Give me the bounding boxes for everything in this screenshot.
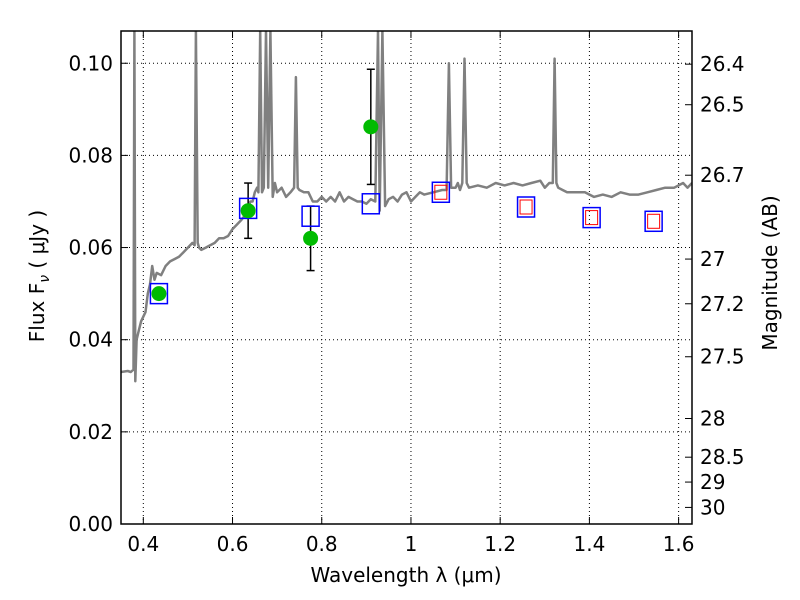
blue-square-marker [516,196,536,218]
y2-tick-label: 30 [700,495,725,519]
x-tick-label: 0.6 [217,532,249,556]
x-tick-label: 1.2 [484,532,516,556]
y-tick-label: 0.10 [68,51,113,75]
grid [121,31,692,525]
green-point-marker [303,230,319,246]
x-axis-label: Wavelength λ (μm) [310,563,501,587]
blue-square-marker [644,210,663,233]
y2-tick-label: 26.4 [700,52,745,76]
y-tick-label: 0.00 [68,512,113,536]
photometry-markers [149,119,663,305]
y2-tick-label: 28 [700,406,725,430]
blue-square-marker [361,193,381,215]
y2-tick-label: 27.5 [700,345,745,369]
green-point-marker [151,286,167,302]
blue-square-marker [582,206,601,229]
blue-square-marker [149,282,169,305]
axis-ticks: 0.4 0.6 0.8 1 1.2 1.4 1.6 0.00 0.02 0.04 0.06 0.08 0… [68,31,745,556]
x-tick-label: 1.4 [573,532,605,556]
y2-tick-label: 27 [700,247,725,271]
y-tick-label: 0.02 [68,420,113,444]
green-point-marker [240,203,256,219]
y-tick-label: 0.08 [68,143,113,167]
red-square-marker [519,199,533,215]
y2-tick-label: 26.7 [700,163,745,187]
green-point-marker [363,119,379,135]
x-tick-label: 1 [405,532,418,556]
y2-tick-label: 26.5 [700,93,745,117]
y-tick-label: 0.04 [68,328,113,352]
y-axis-label-main: Flux F [25,283,49,342]
red-square-marker [647,213,661,229]
y2-tick-label: 29 [700,470,725,494]
blue-square-marker [238,197,258,220]
x-tick-label: 0.8 [306,532,338,556]
plot-frame [120,30,693,525]
red-square-marker [434,184,448,200]
y-tick-label: 0.06 [68,236,113,260]
red-square-marker [585,210,599,226]
y-axis-label-unit: ( μJy ) [25,210,49,275]
spectrum-line [121,31,692,383]
y2-tick-label: 28.5 [700,445,745,469]
y2-tick-label: 27.2 [700,292,745,316]
y-axis-label: Flux Fν ( μJy ) [25,210,53,342]
spectrum-series [121,31,692,383]
blue-square-marker [431,181,451,204]
x-tick-label: 0.4 [127,532,159,556]
y2-axis-label: Magnitude (AB) [758,195,782,350]
x-tick-label: 1.6 [663,532,695,556]
blue-square-marker [301,205,320,227]
y-axis-label-subscript: ν [37,275,53,283]
